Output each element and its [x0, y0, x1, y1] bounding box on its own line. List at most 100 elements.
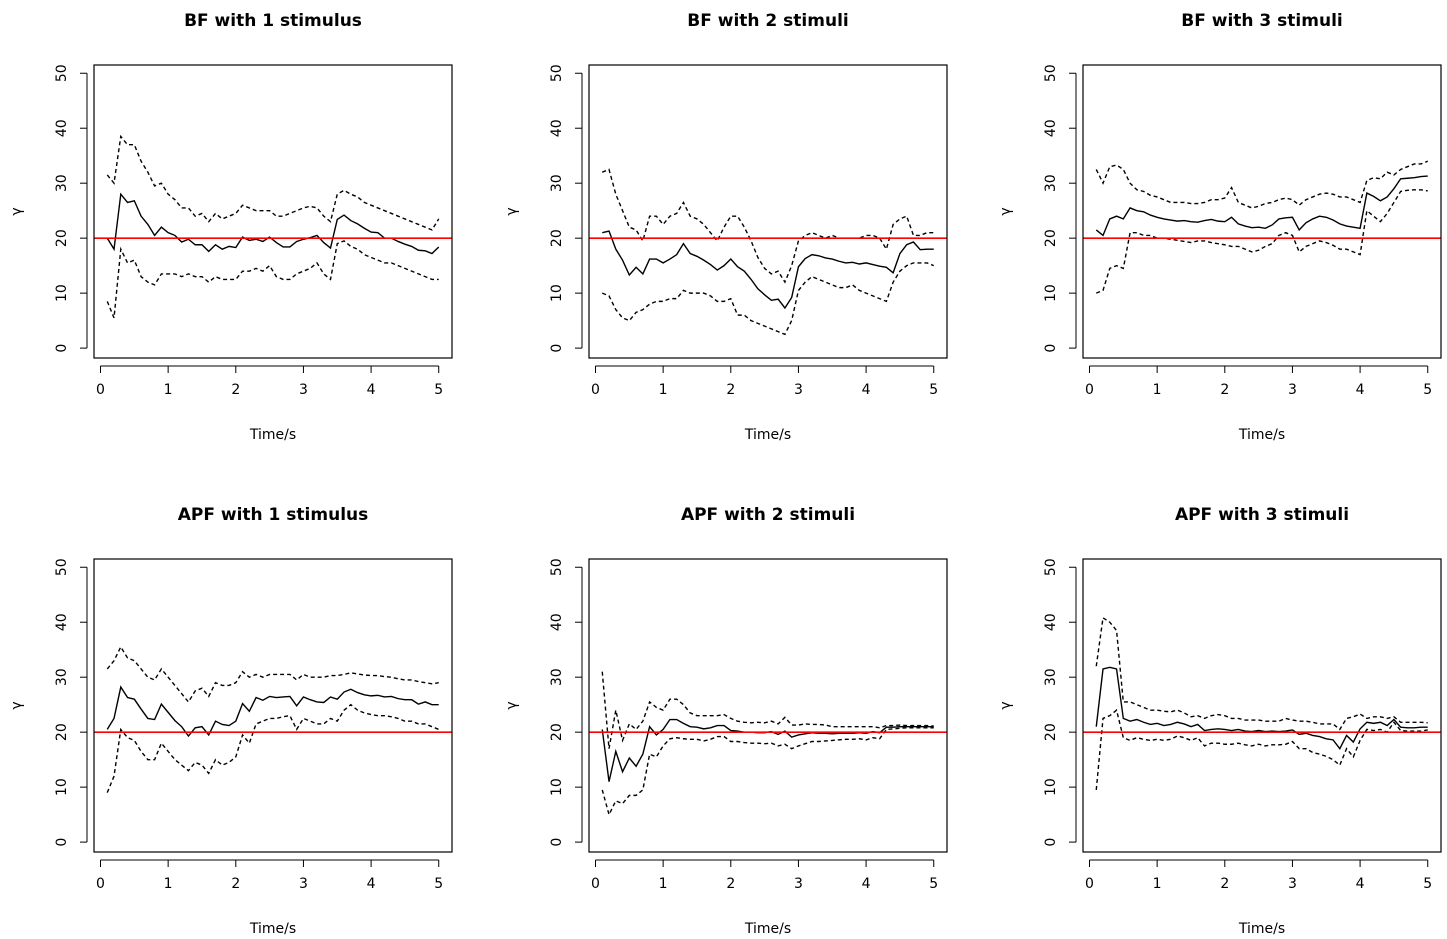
y-tick-label: 20: [54, 723, 70, 741]
y-tick-label: 30: [1043, 668, 1059, 686]
y-tick-label: 10: [54, 284, 70, 302]
y-tick-label: 30: [54, 668, 70, 686]
x-tick-label: 4: [862, 382, 871, 398]
x-tick-label: 4: [367, 876, 376, 892]
y-tick-label: 20: [54, 229, 70, 247]
panel-title: BF with 3 stimuli: [1181, 11, 1342, 31]
y-tick-label: 20: [549, 229, 565, 247]
y-axis-label: γ: [504, 701, 520, 709]
dashed-line: [106, 703, 440, 793]
x-tick-label: 4: [367, 382, 376, 398]
x-tick-label: 5: [1423, 876, 1432, 892]
x-tick-label: 0: [1085, 876, 1094, 892]
x-tick-label: 0: [591, 382, 600, 398]
y-tick-label: 10: [549, 284, 565, 302]
dashed-line: [601, 671, 934, 749]
x-tick-label: 5: [434, 876, 443, 892]
x-tick-label: 1: [1153, 382, 1162, 398]
x-tick-label: 0: [591, 876, 600, 892]
line: [602, 230, 934, 310]
y-tick-label: 50: [1043, 558, 1059, 576]
x-tick-label: 0: [96, 876, 105, 892]
y-tick-label: 10: [54, 778, 70, 796]
panel-title: BF with 2 stimuli: [687, 11, 848, 31]
x-tick-label: 1: [659, 876, 668, 892]
panel-title: APF with 1 stimulus: [178, 505, 369, 525]
y-tick-label: 40: [1043, 613, 1059, 631]
dashed-line: [106, 645, 439, 704]
y-axis-label: γ: [9, 207, 25, 215]
plot-frame: [93, 558, 453, 853]
line: [1095, 175, 1428, 237]
x-axis-label: Time/s: [249, 921, 296, 937]
x-axis-label: Time/s: [744, 427, 791, 443]
x-tick-label: 0: [1085, 382, 1094, 398]
x-tick-label: 3: [299, 382, 308, 398]
y-tick-label: 10: [549, 778, 565, 796]
y-tick-label: 0: [549, 838, 565, 847]
y-tick-label: 0: [54, 344, 70, 353]
x-axis-label: Time/s: [1238, 427, 1285, 443]
dashed-line: [106, 240, 439, 319]
y-axis-label: γ: [998, 207, 1014, 215]
x-tick-label: 5: [929, 876, 938, 892]
x-tick-label: 2: [726, 382, 735, 398]
dashed-line: [601, 727, 934, 817]
y-tick-label: 40: [54, 119, 70, 137]
x-tick-label: 0: [96, 382, 105, 398]
dashed-line: [1095, 189, 1428, 294]
y-tick-label: 10: [1043, 778, 1059, 796]
y-tick-label: 10: [1043, 284, 1059, 302]
x-tick-label: 3: [794, 876, 803, 892]
x-tick-label: 1: [1153, 876, 1162, 892]
x-tick-label: 5: [434, 382, 443, 398]
x-tick-label: 2: [231, 382, 240, 398]
x-axis-label: Time/s: [744, 921, 791, 937]
y-tick-label: 50: [54, 558, 70, 576]
x-tick-label: 2: [1220, 876, 1229, 892]
y-tick-label: 0: [1043, 344, 1059, 353]
dashed-line: [1095, 708, 1428, 790]
x-tick-label: 1: [164, 382, 173, 398]
x-tick-label: 3: [1288, 382, 1297, 398]
x-tick-label: 4: [1356, 876, 1365, 892]
x-tick-label: 1: [659, 382, 668, 398]
x-axis-label: Time/s: [249, 427, 296, 443]
plot-frame: [588, 558, 948, 853]
y-axis-label: γ: [9, 701, 25, 709]
y-axis-label: γ: [504, 207, 520, 215]
y-tick-label: 30: [549, 668, 565, 686]
panel-title: APF with 3 stimuli: [1175, 505, 1349, 525]
x-tick-label: 4: [1356, 382, 1365, 398]
y-tick-label: 0: [54, 838, 70, 847]
y-tick-label: 50: [1043, 64, 1059, 82]
y-tick-label: 20: [1043, 229, 1059, 247]
x-tick-label: 3: [794, 382, 803, 398]
x-tick-label: 3: [1288, 876, 1297, 892]
y-tick-label: 40: [54, 613, 70, 631]
y-tick-label: 20: [1043, 723, 1059, 741]
x-tick-label: 5: [1423, 382, 1432, 398]
x-axis-label: Time/s: [1238, 921, 1285, 937]
panel-title: APF with 2 stimuli: [681, 505, 855, 525]
y-tick-label: 0: [1043, 838, 1059, 847]
plot-frame: [93, 64, 453, 359]
plot-frame: [588, 64, 948, 359]
plot-frame: [1082, 558, 1442, 853]
x-tick-label: 1: [164, 876, 173, 892]
y-tick-label: 50: [549, 64, 565, 82]
line: [601, 718, 934, 782]
y-tick-label: 0: [549, 344, 565, 353]
dashed-line: [1095, 616, 1428, 731]
y-tick-label: 40: [1043, 119, 1059, 137]
y-tick-label: 30: [549, 174, 565, 192]
line: [1095, 666, 1428, 750]
panel-title: BF with 1 stimulus: [184, 11, 362, 31]
y-tick-label: 20: [549, 723, 565, 741]
x-tick-label: 2: [231, 876, 240, 892]
dashed-line: [601, 262, 935, 336]
dashed-line: [1095, 160, 1429, 209]
x-tick-label: 2: [726, 876, 735, 892]
y-tick-label: 50: [54, 64, 70, 82]
